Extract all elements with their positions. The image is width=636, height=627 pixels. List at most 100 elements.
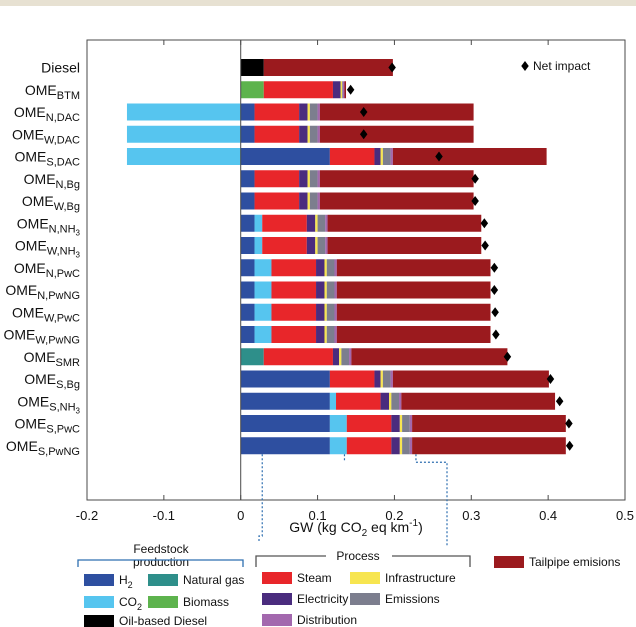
bar-segment-tail: [392, 148, 547, 165]
bar-segment-infra: [340, 81, 343, 99]
legend-label-co2: CO2: [119, 595, 142, 612]
legend-swatch-dist: [262, 614, 292, 626]
bar-segment-dist: [399, 392, 402, 410]
bar-segment-tail: [412, 437, 566, 455]
bar-segment-dist: [349, 348, 352, 366]
bar-segment-elec: [306, 237, 316, 254]
bar-segment-dist: [334, 281, 337, 299]
bar-segment-tail: [319, 192, 474, 210]
bar-segment-co2: [329, 392, 337, 410]
feedstock-bracket: [77, 559, 244, 567]
legend-label-ng: Natural gas: [183, 573, 244, 587]
x-tick-label: 0.3: [462, 508, 480, 523]
category-label-layer: DieselOMEBTMOMEN,DACOMEW,DACOMES,DACOMEN…: [3, 60, 80, 458]
category-label: OMES,NH3: [17, 393, 80, 415]
bar-segment-emis: [326, 303, 335, 321]
x-tick-label: 0.4: [539, 508, 557, 523]
legend-label-emis: Emissions: [385, 592, 440, 606]
bar-segment-steam: [271, 326, 317, 343]
net-impact-marker: [565, 418, 573, 429]
net-impact-marker: [546, 374, 555, 384]
bar-segment-emis: [309, 125, 318, 143]
bar-segment-emis: [317, 214, 326, 232]
net-impact-marker: [490, 285, 499, 295]
bar-segment-h2: [240, 259, 255, 277]
category-label: OMES,PwC: [14, 416, 80, 436]
bar-segment-oil: [240, 59, 264, 76]
bar-segment-elec: [380, 392, 390, 410]
bar-segment-infra: [389, 392, 392, 410]
x-tick-label: 0.1: [309, 508, 327, 523]
net-impact-marker: [480, 218, 489, 229]
bar-segment-tail: [336, 326, 491, 343]
bar-segment-tail: [327, 214, 482, 232]
bar-segment-steam: [263, 348, 333, 366]
bar-segment-h2: [240, 237, 255, 254]
bar-segment-infra: [380, 370, 383, 388]
bar-segment-elec: [299, 192, 308, 210]
bar-segment-dist: [390, 370, 393, 388]
bar-segment-tail: [336, 259, 491, 277]
category-label: OMEW,PwC: [12, 304, 80, 324]
bar-segment-co2: [254, 303, 272, 321]
x-axis-label: GW (kg CO2 eq km-1): [289, 518, 423, 539]
legend-group-title-process: Process: [336, 549, 379, 563]
bar-segment-co2: [126, 148, 241, 165]
bar-segment-elec: [306, 214, 316, 232]
x-tick-label: -0.2: [76, 508, 98, 523]
feedstock-connector: [258, 454, 263, 542]
legend-label-oil: Oil-based Diesel: [119, 614, 207, 627]
bar-segment-dist: [325, 237, 328, 254]
bar-segment-elec: [316, 281, 325, 299]
bar-segment-elec: [391, 415, 400, 432]
legend-swatch-tail: [494, 556, 524, 568]
bar-segment-emis: [326, 259, 335, 277]
bar-segment-elec: [316, 303, 325, 321]
legend-swatch-oil: [84, 615, 114, 627]
bar-segment-tail: [392, 370, 549, 388]
x-tick-label: -0.1: [153, 508, 175, 523]
bar-segment-h2: [240, 392, 330, 410]
bar-segment-h2: [240, 170, 255, 188]
bar-segment-elec: [391, 437, 400, 455]
bar-segment-steam: [336, 392, 381, 410]
net-impact-marker: [388, 62, 396, 73]
bar-layer: [126, 59, 566, 455]
category-label: OMES,PwNG: [6, 438, 80, 458]
net-impact-marker: [346, 84, 355, 95]
bar-segment-emis: [391, 392, 400, 410]
bar-segment-emis: [317, 237, 326, 254]
bar-segment-infra: [399, 415, 403, 432]
bar-segment-elec: [374, 370, 381, 388]
bar-segment-h2: [240, 103, 255, 121]
bar-segment-elec: [332, 348, 340, 366]
bar-segment-infra: [324, 281, 327, 299]
net-impact-legend-label: Net impact: [533, 59, 591, 73]
net-impact-marker: [503, 351, 512, 362]
x-tick-label: 0.2: [385, 508, 403, 523]
bar-segment-emis: [309, 103, 318, 121]
bar-segment-dist: [390, 148, 393, 165]
bar-segment-steam: [254, 192, 300, 210]
bar-segment-steam: [262, 237, 307, 254]
category-label: OMEN,DAC: [14, 104, 80, 124]
bar-segment-steam: [329, 370, 375, 388]
net-impact-marker: [359, 107, 368, 117]
category-label: OMES,DAC: [14, 149, 80, 169]
bar-segment-tail: [319, 103, 474, 121]
legend-swatch-biomass: [148, 596, 178, 608]
bar-segment-emis: [382, 148, 391, 165]
bar-segment-steam: [254, 170, 300, 188]
bar-segment-co2: [126, 125, 241, 143]
bar-segment-tail: [412, 415, 566, 432]
bar-segment-tail: [319, 125, 474, 143]
legend-label-biomass: Biomass: [183, 595, 229, 609]
legend-label-h2: H2: [119, 573, 133, 590]
legend-swatch-h2: [84, 574, 114, 586]
net-impact-marker: [471, 173, 479, 184]
bar-segment-biomass: [240, 81, 264, 99]
bar-segment-infra: [380, 148, 383, 165]
net-impact-marker: [359, 129, 368, 140]
category-label: OMEN,NH3: [17, 215, 81, 237]
bar-segment-h2: [240, 370, 330, 388]
